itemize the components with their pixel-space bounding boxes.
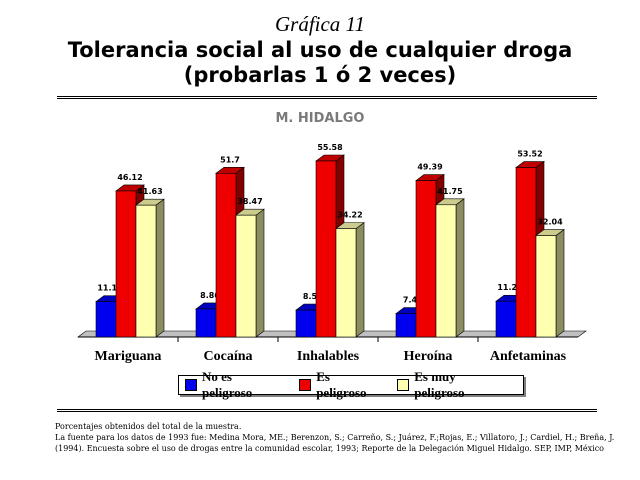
footnote-line: La fuente para los datos de 1993 fue: Me… [55, 433, 615, 453]
data-label: 7.4 [403, 296, 418, 305]
x-tick-label: Heroína [404, 349, 453, 364]
legend-label: Es muy peligroso [414, 369, 465, 400]
legend-swatch-yellow [397, 379, 410, 391]
bar [515, 167, 537, 338]
data-label: 41.63 [137, 187, 162, 196]
data-label: 11.29 [497, 283, 523, 292]
bar [495, 300, 517, 338]
chart-title-line2: (probarlas 1 ó 2 veces) [183, 63, 457, 87]
bar [435, 204, 457, 338]
legend-item-peligroso: Es peligroso [299, 369, 383, 401]
legend-label: Es peligroso [316, 369, 367, 400]
top-rule [57, 96, 597, 99]
chart-title-line1: Tolerancia social al uso de cualquier dr… [67, 38, 573, 62]
legend-swatch-blue [185, 379, 197, 391]
x-tick-label: Anfetaminas [490, 349, 567, 364]
chart-subtitle: M. HIDALGO [275, 111, 365, 126]
bar-chart: Mariguana 11.17 46.12 41.63 Cocaína 8.86 51.7 3… [77, 143, 587, 364]
bar [235, 214, 257, 338]
bar [295, 309, 317, 338]
data-label: 8.86 [200, 291, 220, 300]
legend-label: No es peligroso [201, 369, 253, 400]
data-label: 11.17 [97, 284, 122, 293]
data-label: 32.04 [537, 218, 563, 227]
footnote-line: Porcentajes obtenidos del total de la mu… [55, 422, 242, 431]
bar [195, 308, 217, 338]
bar [115, 190, 137, 338]
data-label: 53.52 [517, 150, 542, 159]
bottom-rule [57, 409, 597, 412]
bar-side [455, 198, 465, 338]
chart-title: Tolerancia social al uso de cualquier dr… [0, 38, 640, 88]
bar [215, 172, 237, 338]
bar-side [555, 228, 565, 338]
bar-side [355, 222, 365, 338]
x-tick-label: Inhalables [297, 349, 360, 364]
data-label: 55.58 [317, 143, 343, 152]
x-tick-label: Cocaína [204, 349, 253, 364]
data-label: 46.12 [117, 173, 142, 182]
chart-kicker: Gráfica 11 [274, 12, 366, 36]
data-label: 34.22 [337, 211, 362, 220]
bar-side [255, 208, 265, 338]
bar [95, 301, 117, 338]
bar [415, 180, 437, 338]
legend-item-muy-peligroso: Es muy peligroso [397, 369, 509, 401]
data-label: 38.47 [237, 197, 262, 206]
bar [395, 313, 417, 338]
legend-item-no-peligroso: No es peligroso [185, 369, 285, 401]
bar [335, 228, 357, 338]
bar [315, 160, 337, 338]
x-tick-label: Mariguana [95, 349, 162, 364]
data-label: 41.75 [437, 187, 463, 196]
data-label: 51.7 [220, 155, 240, 164]
legend: No es peligroso Es peligroso Es muy peli… [178, 369, 524, 400]
data-label: 49.39 [417, 163, 443, 172]
bar [135, 204, 157, 338]
bar-side [155, 198, 165, 338]
data-label: 8.5 [303, 292, 318, 301]
footnotes: Porcentajes obtenidos del total de la mu… [55, 421, 630, 454]
bar [535, 235, 557, 338]
legend-swatch-red [299, 379, 312, 391]
